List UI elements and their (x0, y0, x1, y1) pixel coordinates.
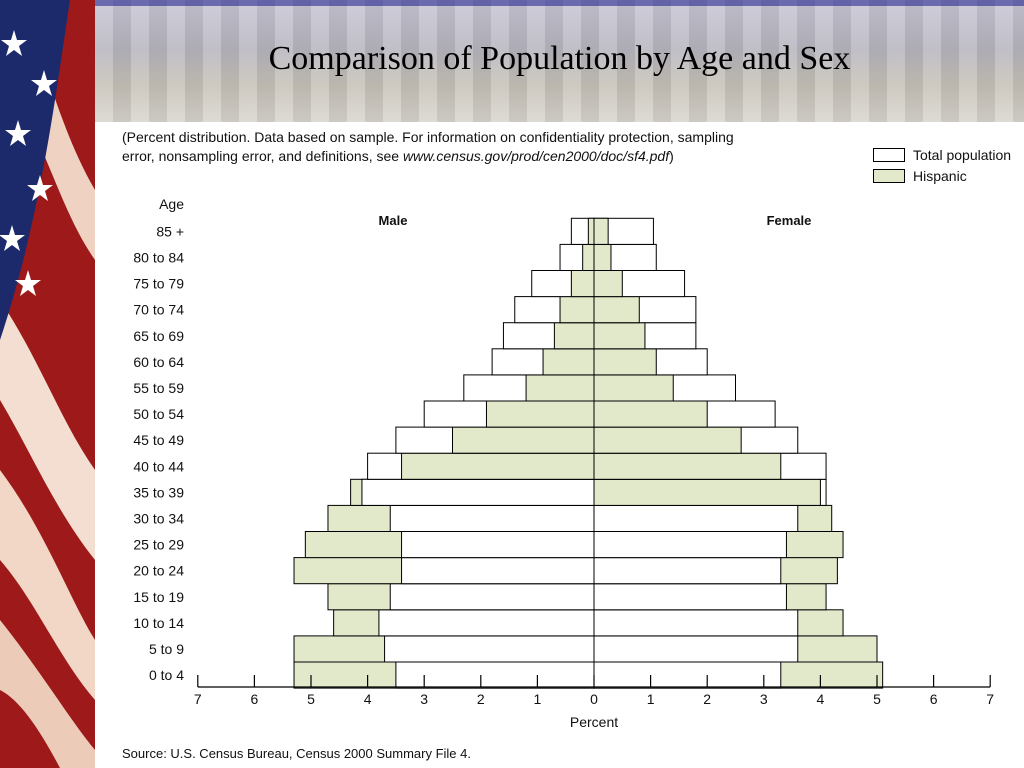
x-tick-label: 1 (534, 691, 542, 707)
age-label: 65 to 69 (133, 328, 184, 344)
caption-line-1: (Percent distribution. Data based on sam… (122, 129, 734, 145)
legend-swatch-hispanic (873, 168, 905, 183)
bar-hispanic-male (570, 270, 595, 298)
bar-hispanic-female (593, 217, 609, 245)
age-label: 35 to 39 (133, 484, 184, 500)
bar-hispanic-male (559, 296, 595, 324)
x-tick-label: 2 (703, 691, 711, 707)
bar-hispanic-male (587, 217, 595, 245)
bar-hispanic-male (401, 452, 595, 480)
age-label: 55 to 59 (133, 380, 184, 396)
legend-label-total: Total population (913, 146, 1012, 163)
chart-caption: (Percent distribution. Data based on sam… (122, 128, 842, 166)
caption-url: www.census.gov/prod/cen2000/doc/sf4.pdf (402, 148, 670, 164)
x-tick-label: 7 (194, 691, 202, 707)
bar-hispanic-female (593, 400, 708, 428)
bar-hispanic-female (593, 322, 646, 350)
age-label: 0 to 4 (149, 667, 184, 683)
bar-total-female (593, 609, 799, 637)
legend-item-hispanic: Hispanic (873, 165, 1011, 186)
bar-total-female (593, 557, 782, 585)
bar-hispanic-female (593, 426, 742, 454)
x-tick-label: 3 (760, 691, 768, 707)
bar-hispanic-female (593, 243, 612, 271)
age-label: 60 to 64 (133, 354, 184, 370)
bar-total-female (593, 531, 787, 559)
age-label: 30 to 34 (133, 510, 184, 526)
legend-item-total: Total population (873, 144, 1011, 165)
x-tick-label: 5 (307, 691, 315, 707)
bar-total-male (378, 609, 595, 637)
x-tick-label: 4 (817, 691, 825, 707)
x-axis-title: Percent (570, 714, 618, 730)
bar-hispanic-male (485, 400, 595, 428)
age-label: 80 to 84 (133, 249, 184, 265)
caption-line-2: error, nonsampling error, and definition… (122, 147, 842, 166)
bar-hispanic-female (593, 478, 821, 506)
x-tick-label: 3 (420, 691, 428, 707)
x-tick-label: 6 (251, 691, 259, 707)
age-label: 50 to 54 (133, 406, 184, 422)
age-label: 85 + (156, 223, 184, 239)
bar-hispanic-male (525, 374, 595, 402)
age-label: 40 to 44 (133, 458, 184, 474)
bar-total-female (593, 661, 782, 689)
chart-legend: Total population Hispanic (873, 144, 1011, 186)
x-tick-label: 7 (986, 691, 994, 707)
legend-swatch-total (873, 147, 905, 162)
x-tick-label: 1 (647, 691, 655, 707)
age-label: 15 to 19 (133, 589, 184, 605)
x-tick-label: 4 (364, 691, 372, 707)
header-accent-bar (95, 0, 1024, 6)
bar-total-male (384, 635, 595, 663)
age-label: 25 to 29 (133, 537, 184, 553)
bar-total-female (593, 635, 799, 663)
x-tick-label: 2 (477, 691, 485, 707)
age-label: 20 to 24 (133, 563, 184, 579)
bar-hispanic-male (582, 243, 595, 271)
male-label: Male (379, 213, 408, 228)
legend-label-hispanic: Hispanic (913, 167, 967, 184)
caption-line-2-suffix: ) (669, 148, 674, 164)
bar-hispanic-female (593, 296, 640, 324)
bar-total-male (401, 531, 595, 559)
header-texture (95, 0, 1024, 122)
bar-total-male (395, 661, 595, 689)
age-label: 70 to 74 (133, 302, 184, 318)
bar-hispanic-female (593, 452, 782, 480)
female-label: Female (767, 213, 812, 228)
bar-hispanic-male (553, 322, 595, 350)
header-band: Comparison of Population by Age and Sex (95, 0, 1024, 122)
caption-line-2-prefix: error, nonsampling error, and definition… (122, 148, 403, 164)
x-tick-label: 5 (873, 691, 881, 707)
age-axis-title: Age (159, 196, 184, 212)
x-tick-label: 6 (930, 691, 938, 707)
flag-background-image (0, 0, 95, 768)
bar-hispanic-male (452, 426, 595, 454)
age-label: 45 to 49 (133, 432, 184, 448)
x-tick-label: 0 (590, 691, 598, 707)
bar-hispanic-male (542, 348, 595, 376)
bar-hispanic-female (593, 348, 657, 376)
bar-total-male (361, 478, 595, 506)
source-note: Source: U.S. Census Bureau, Census 2000 … (122, 746, 471, 761)
age-label: 5 to 9 (149, 641, 184, 657)
slide-title: Comparison of Population by Age and Sex (268, 40, 851, 77)
bar-hispanic-female (593, 374, 674, 402)
age-label: 75 to 79 (133, 276, 184, 292)
bar-total-male (389, 583, 595, 611)
age-label: 10 to 14 (133, 615, 184, 631)
bar-total-female (593, 504, 799, 532)
bar-total-male (389, 504, 595, 532)
bar-total-female (593, 583, 787, 611)
bar-total-male (401, 557, 595, 585)
bar-hispanic-female (593, 270, 623, 298)
